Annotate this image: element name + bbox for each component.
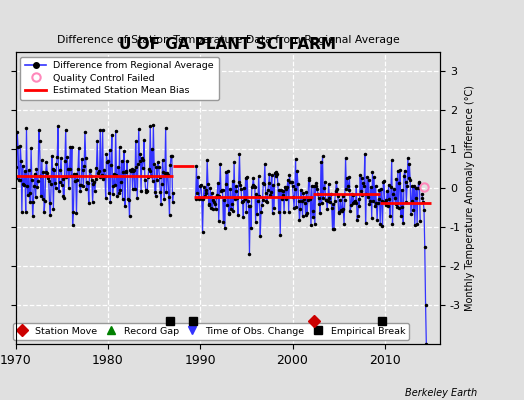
Text: Difference of Station Temperature Data from Regional Average: Difference of Station Temperature Data f… — [57, 35, 399, 45]
Y-axis label: Monthly Temperature Anomaly Difference (°C): Monthly Temperature Anomaly Difference (… — [465, 85, 475, 311]
Legend: Station Move, Record Gap, Time of Obs. Change, Empirical Break: Station Move, Record Gap, Time of Obs. C… — [13, 323, 409, 340]
Text: Berkeley Earth: Berkeley Earth — [405, 388, 477, 398]
Title: U OF GA PLANT SCI FARM: U OF GA PLANT SCI FARM — [119, 37, 336, 52]
